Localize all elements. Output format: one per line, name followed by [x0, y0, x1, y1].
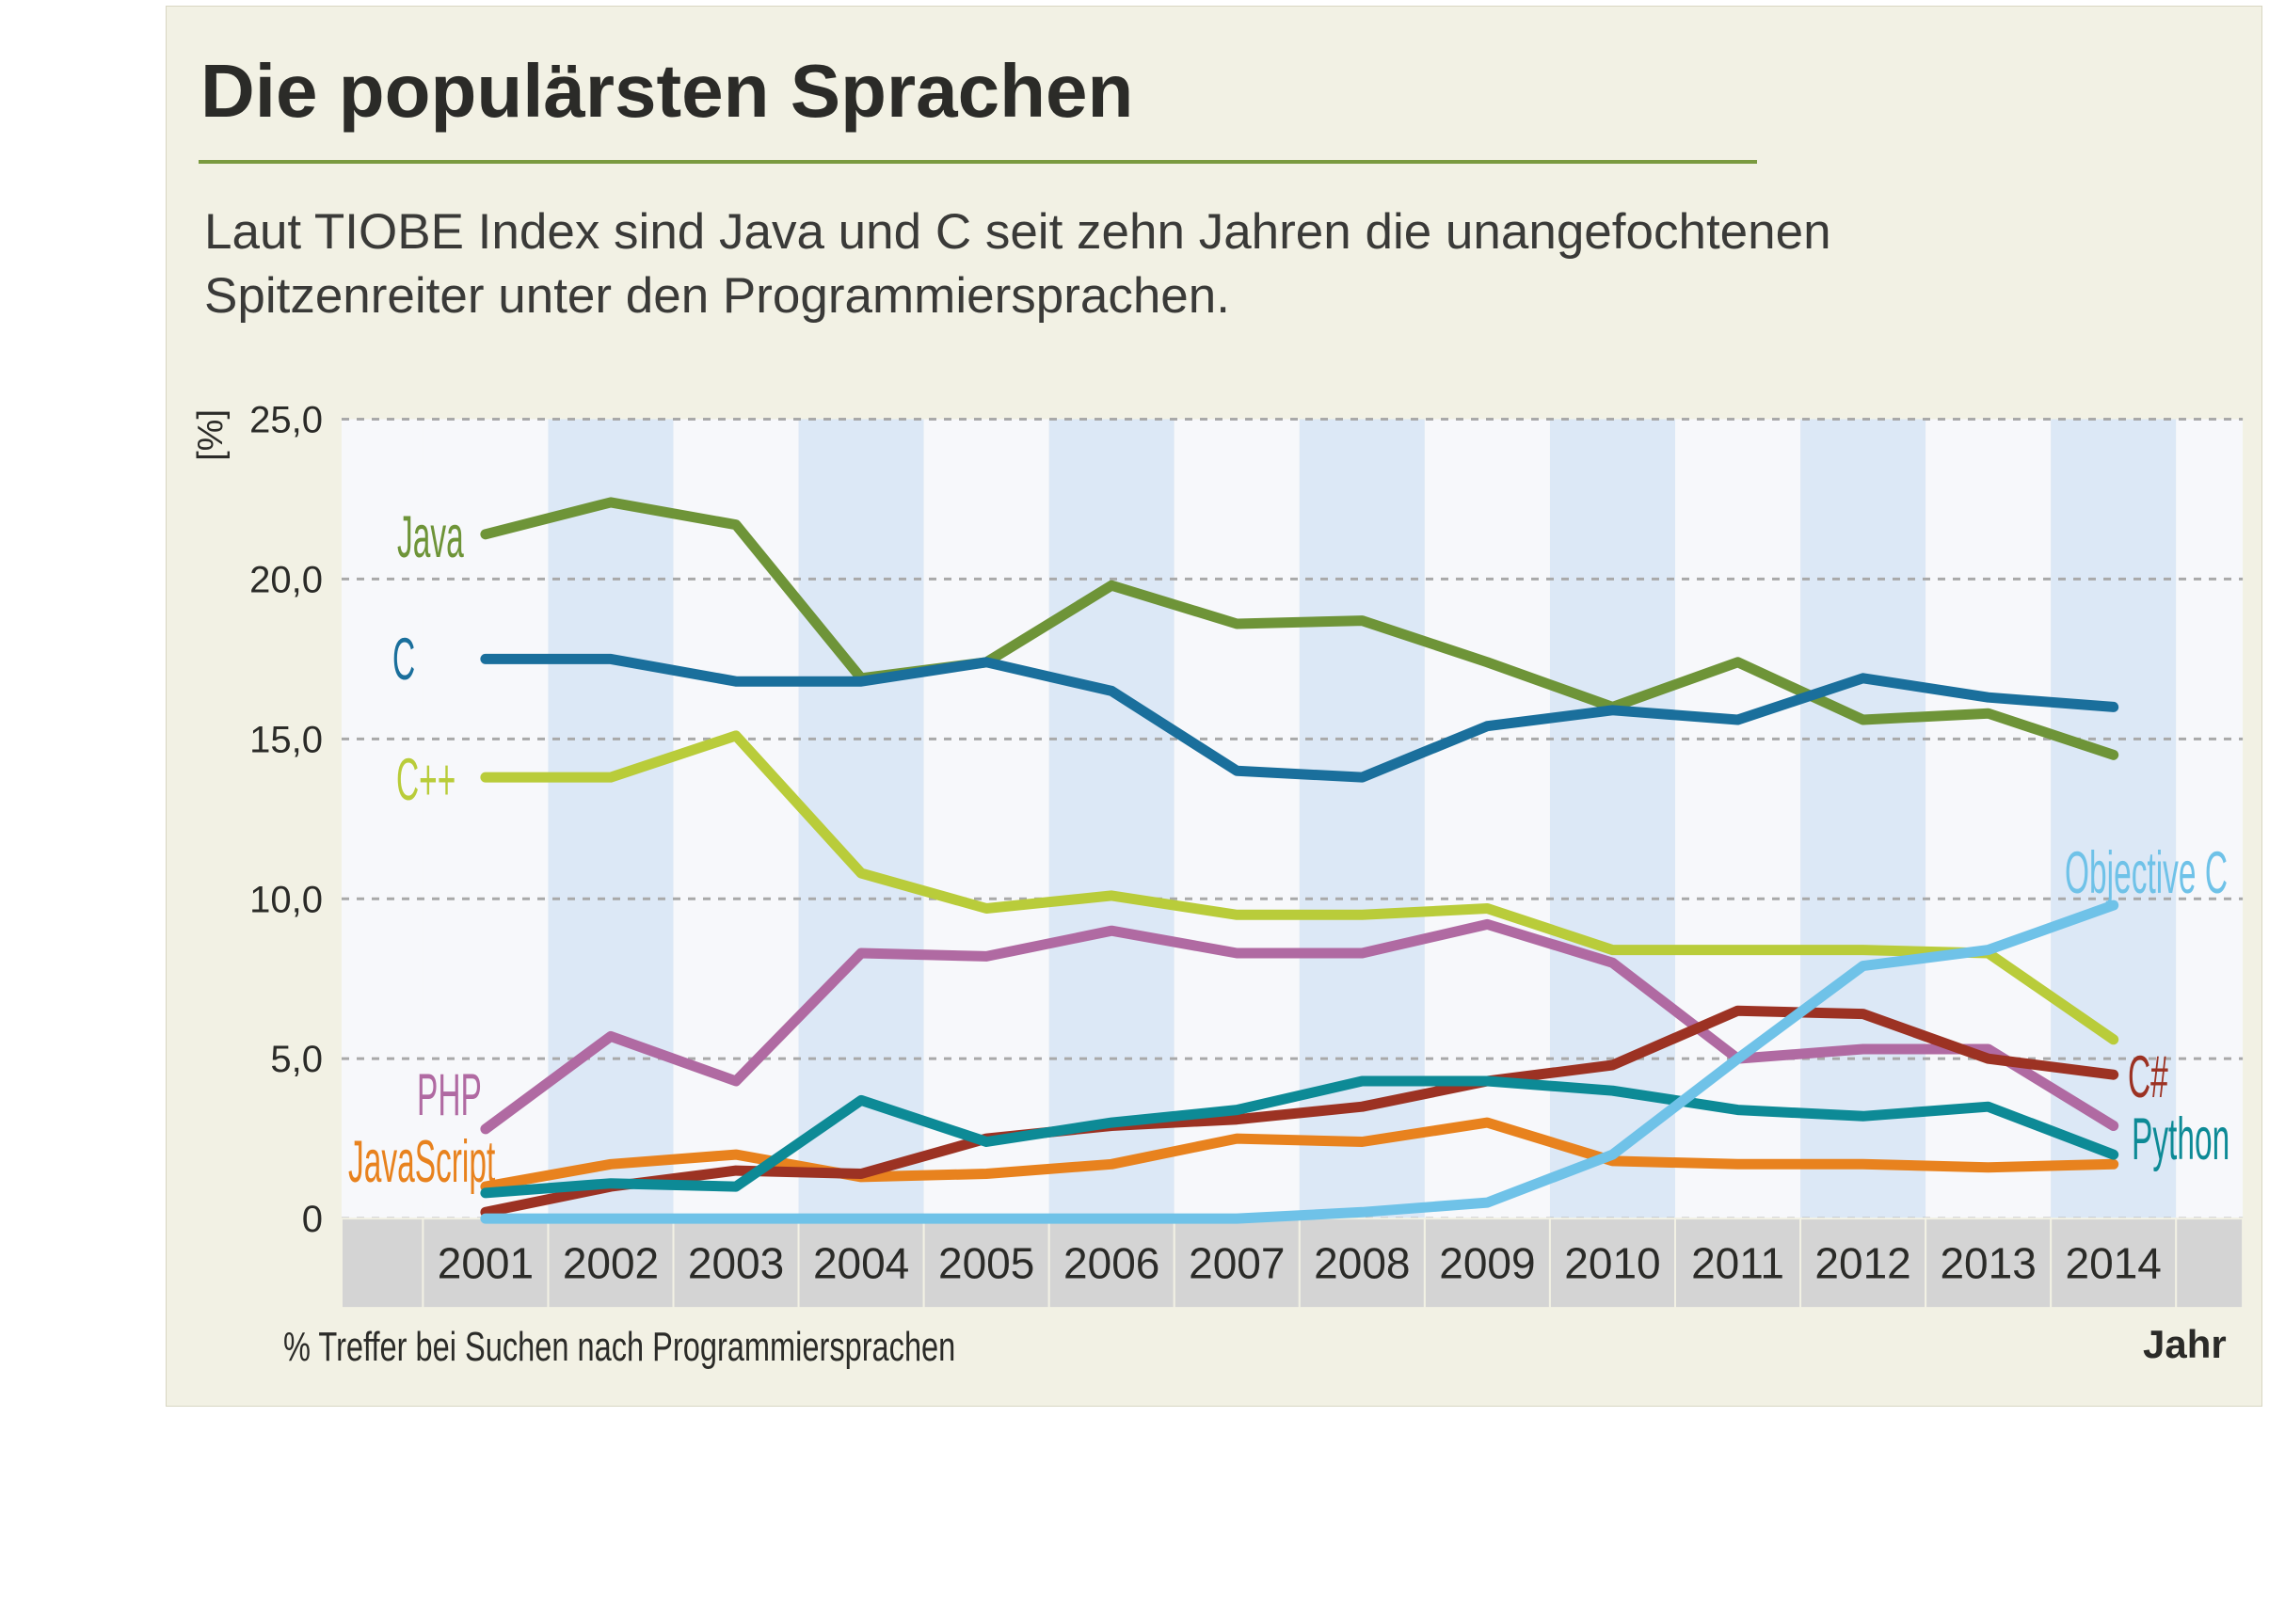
svg-text:2009: 2009 [1439, 1239, 1535, 1288]
svg-text:PHP: PHP [417, 1062, 482, 1128]
svg-text:15,0: 15,0 [249, 719, 323, 760]
svg-text:2005: 2005 [938, 1239, 1034, 1288]
svg-text:2008: 2008 [1314, 1239, 1410, 1288]
svg-text:2013: 2013 [1940, 1239, 2036, 1288]
svg-text:C++: C++ [396, 747, 455, 813]
svg-text:0: 0 [302, 1199, 323, 1240]
svg-text:10,0: 10,0 [249, 879, 323, 920]
svg-text:5,0: 5,0 [270, 1039, 323, 1080]
svg-text:2011: 2011 [1691, 1239, 1784, 1288]
svg-text:2014: 2014 [2066, 1239, 2162, 1288]
svg-text:20,0: 20,0 [249, 559, 323, 600]
svg-text:2012: 2012 [1814, 1239, 1910, 1288]
svg-text:C: C [392, 627, 415, 693]
svg-text:Objective C: Objective C [2065, 840, 2228, 906]
svg-text:2002: 2002 [563, 1239, 659, 1288]
svg-text:2010: 2010 [1564, 1239, 1660, 1288]
svg-text:2001: 2001 [438, 1239, 534, 1288]
svg-text:2004: 2004 [813, 1239, 909, 1288]
svg-text:JavaScript: JavaScript [348, 1129, 495, 1195]
svg-text:25,0: 25,0 [249, 402, 323, 441]
svg-text:2003: 2003 [688, 1239, 784, 1288]
svg-text:Java: Java [397, 504, 464, 570]
svg-text:C#: C# [2128, 1044, 2168, 1110]
svg-text:2006: 2006 [1063, 1239, 1159, 1288]
svg-text:2007: 2007 [1189, 1239, 1285, 1288]
svg-text:Python: Python [2132, 1107, 2229, 1172]
